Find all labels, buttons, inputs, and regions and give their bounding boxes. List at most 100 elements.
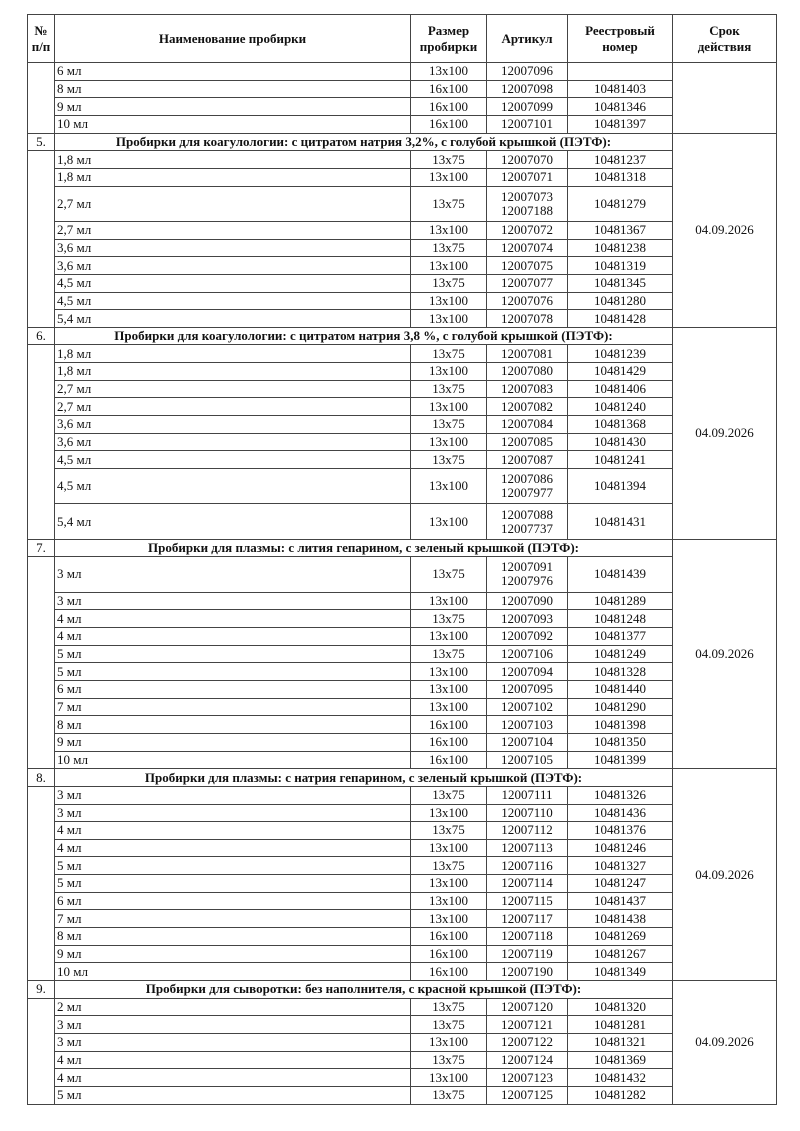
article-number: 12007112 xyxy=(501,822,553,838)
article-cell: 12007076 xyxy=(486,291,568,311)
header-name: Наименование пробирки xyxy=(54,14,411,63)
tube-size: 13x75 xyxy=(410,785,487,805)
tube-name: 10 мл xyxy=(54,114,411,134)
header-num-line1: № xyxy=(34,22,48,38)
tube-name: 7 мл xyxy=(54,697,411,717)
article-cell: 12007082 xyxy=(486,397,568,417)
tube-name: 3 мл xyxy=(54,556,411,593)
tube-size: 13x75 xyxy=(410,150,487,169)
table-row: 5,4 мл 13x100 12007088 12007737 10481431 xyxy=(28,503,777,540)
registry-number: 10481318 xyxy=(567,167,673,187)
article-cell: 12007095 xyxy=(486,679,568,699)
tube-size: 13x100 xyxy=(410,662,487,681)
tube-name: 4 мл xyxy=(54,838,411,858)
registry-number: 10481350 xyxy=(567,732,673,752)
row-number-cell xyxy=(27,785,55,982)
table-row: 4,5 мл 13x75 12007087 10481241 xyxy=(28,450,777,470)
registry-number: 10481369 xyxy=(567,1050,673,1070)
row-number-cell xyxy=(27,344,55,540)
table-row: 10 мл 16x100 12007190 10481349 xyxy=(28,962,777,982)
registry-number: 10481241 xyxy=(567,450,673,470)
tube-size: 13x100 xyxy=(410,891,487,911)
article-cell: 12007123 xyxy=(486,1068,568,1087)
section-number: 8. xyxy=(27,768,55,787)
tube-name: 9 мл xyxy=(54,944,411,964)
table-row: 1,8 мл 13x75 12007081 10481239 xyxy=(27,344,777,540)
table-row: 5,4 мл 13x100 12007078 10481428 xyxy=(28,309,777,328)
validity-date: 04.09.2026 xyxy=(672,980,777,1105)
tube-size: 13x100 xyxy=(410,679,487,699)
table-row: 3,6 мл 13x100 12007075 10481319 xyxy=(28,256,777,275)
table-row: 9 мл 16x100 12007119 10481267 xyxy=(28,944,777,964)
article-number: 12007125 xyxy=(501,1087,553,1103)
table-row: 2,7 мл 13x100 12007072 10481367 xyxy=(28,220,777,240)
tube-size: 13x100 xyxy=(410,591,487,611)
section-header-row: 7. Пробирки для плазмы: с лития гепарином… xyxy=(27,538,777,770)
validity-date: 04.09.2026 xyxy=(672,538,777,770)
tube-name: 3 мл xyxy=(54,1033,411,1052)
article-cell: 12007080 xyxy=(486,362,568,381)
article-number: 12007073 xyxy=(501,188,553,204)
tube-size: 13x100 xyxy=(410,220,487,240)
table-row: 5 мл 13x75 12007125 10481282 xyxy=(28,1086,777,1105)
article-number: 12007088 xyxy=(501,506,553,522)
registry-number: 10481403 xyxy=(567,79,673,99)
article-number: 12007093 xyxy=(501,610,553,626)
article-number: 12007121 xyxy=(501,1016,553,1032)
table-row: 5 мл 13x75 12007106 10481249 xyxy=(28,644,777,664)
registry-number: 10481281 xyxy=(567,1015,673,1035)
tube-size: 13x75 xyxy=(410,1015,487,1035)
article-number: 12007095 xyxy=(501,681,553,697)
article-cell: 12007070 xyxy=(486,150,568,169)
article-number: 12007090 xyxy=(501,592,553,608)
tube-size: 13x75 xyxy=(410,856,487,876)
tube-name: 3 мл xyxy=(54,591,411,611)
tube-size: 13x100 xyxy=(410,697,487,717)
table-row: 1,8 мл 13x100 12007080 10481429 xyxy=(28,362,777,381)
tube-size: 16x100 xyxy=(410,79,487,99)
registry-number: 10481238 xyxy=(567,238,673,258)
registry-number: 10481319 xyxy=(567,256,673,275)
registry-number: 10481289 xyxy=(567,591,673,611)
registry-number xyxy=(567,62,673,81)
tube-size: 13x75 xyxy=(410,415,487,434)
article-cell: 12007102 xyxy=(486,697,568,717)
tube-size: 13x75 xyxy=(410,238,487,258)
registry-number: 10481328 xyxy=(567,662,673,681)
registry-number: 10481368 xyxy=(567,415,673,434)
tube-name: 4 мл xyxy=(54,821,411,840)
table-row: 4,5 мл 13x100 12007086 12007977 10481394 xyxy=(28,468,777,505)
article-number: 12007117 xyxy=(501,910,553,926)
article-number: 12007106 xyxy=(501,645,553,661)
section-number: 7. xyxy=(27,538,55,558)
tube-size: 16x100 xyxy=(410,715,487,734)
tube-size: 13x75 xyxy=(410,997,487,1017)
registry-number: 10481239 xyxy=(567,344,673,364)
article-cell: 12007103 xyxy=(486,715,568,734)
table-row: 3 мл 13x100 12007090 10481289 xyxy=(28,591,777,611)
header-size-line2: пробирки xyxy=(419,38,478,54)
registry-number: 10481240 xyxy=(567,397,673,417)
tube-name: 3 мл xyxy=(54,785,411,805)
table-row: 4,5 мл 13x100 12007076 10481280 xyxy=(28,291,777,311)
header-validity-line1: Срок xyxy=(709,22,740,38)
registry-number: 10481247 xyxy=(567,874,673,893)
registry-number: 10481439 xyxy=(567,556,673,593)
section-header-row: 9. Пробирки для сыворотки: без наполнител… xyxy=(27,980,777,1105)
article-number: 12007085 xyxy=(501,434,553,450)
tube-size: 13x100 xyxy=(410,803,487,823)
article-cell: 12007099 xyxy=(486,97,568,116)
table-row: 5 мл 13x75 12007116 10481327 xyxy=(28,856,777,876)
tube-name: 4,5 мл xyxy=(54,291,411,311)
registry-number: 10481279 xyxy=(567,185,673,222)
registry-number: 10481326 xyxy=(567,785,673,805)
registry-number: 10481376 xyxy=(567,821,673,840)
tube-name: 4 мл xyxy=(54,1050,411,1070)
tube-name: 5,4 мл xyxy=(54,503,411,540)
tube-name: 10 мл xyxy=(54,750,411,770)
article-number: 12007075 xyxy=(501,257,553,273)
tube-size: 13x75 xyxy=(410,821,487,840)
article-cell: 12007084 xyxy=(486,415,568,434)
tube-name: 8 мл xyxy=(54,79,411,99)
article-cell: 12007101 xyxy=(486,114,568,134)
